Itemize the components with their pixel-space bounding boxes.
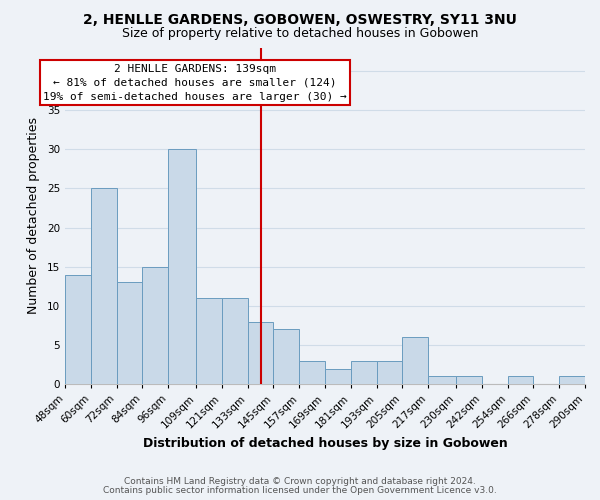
X-axis label: Distribution of detached houses by size in Gobowen: Distribution of detached houses by size … [143,437,508,450]
Text: Size of property relative to detached houses in Gobowen: Size of property relative to detached ho… [122,28,478,40]
Bar [196,298,222,384]
Text: 2 HENLLE GARDENS: 139sqm
← 81% of detached houses are smaller (124)
19% of semi-: 2 HENLLE GARDENS: 139sqm ← 81% of detach… [43,64,347,102]
Text: Contains public sector information licensed under the Open Government Licence v3: Contains public sector information licen… [103,486,497,495]
Bar [559,376,585,384]
Text: 2, HENLLE GARDENS, GOBOWEN, OSWESTRY, SY11 3NU: 2, HENLLE GARDENS, GOBOWEN, OSWESTRY, SY… [83,12,517,26]
Bar [428,376,456,384]
Bar [274,330,299,384]
Bar [248,322,274,384]
Bar [377,360,403,384]
Bar [168,150,196,384]
Bar [351,360,377,384]
Bar [65,274,91,384]
Bar [91,188,116,384]
Bar [403,337,428,384]
Bar [508,376,533,384]
Bar [325,368,351,384]
Y-axis label: Number of detached properties: Number of detached properties [27,118,40,314]
Text: Contains HM Land Registry data © Crown copyright and database right 2024.: Contains HM Land Registry data © Crown c… [124,477,476,486]
Bar [299,360,325,384]
Bar [222,298,248,384]
Bar [456,376,482,384]
Bar [142,266,168,384]
Bar [116,282,142,384]
